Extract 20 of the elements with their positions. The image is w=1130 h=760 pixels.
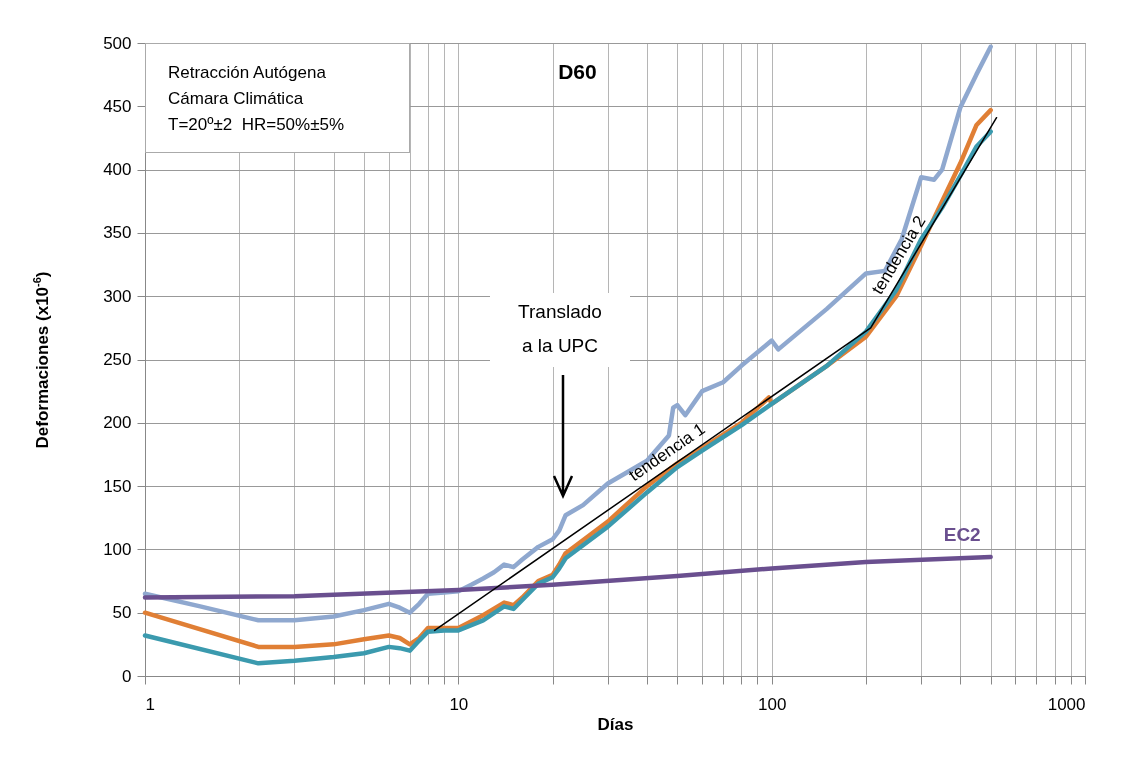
x-tick-label: 100: [757, 694, 787, 714]
annotation: Translado a la UPC: [490, 293, 630, 367]
x-tick-label: 1: [145, 694, 155, 714]
text-box: Retracción Autógena Cámara Climática T=20º±2 HR=50%±5%: [145, 43, 410, 153]
y-tick-label: 100: [103, 539, 132, 559]
x-tick-label: 1000: [1047, 694, 1086, 714]
y-tick-label: 50: [112, 603, 132, 623]
series-label: EC2: [943, 524, 981, 545]
y-tick-label: 250: [103, 350, 132, 369]
y-tick-label: 450: [103, 96, 132, 116]
x-tick-label: 10: [449, 694, 469, 714]
y-tick-label: 0: [122, 666, 132, 686]
y-tick-label: 500: [103, 33, 132, 53]
y-tick-label: 200: [103, 413, 132, 433]
y-tick-label: 150: [103, 476, 132, 496]
y-tick-label: 350: [103, 223, 132, 243]
x-axis-title: Días: [597, 714, 634, 734]
text: D60: [558, 60, 597, 83]
y-tick-label: 300: [103, 286, 132, 306]
y-tick-label: 400: [103, 160, 132, 180]
